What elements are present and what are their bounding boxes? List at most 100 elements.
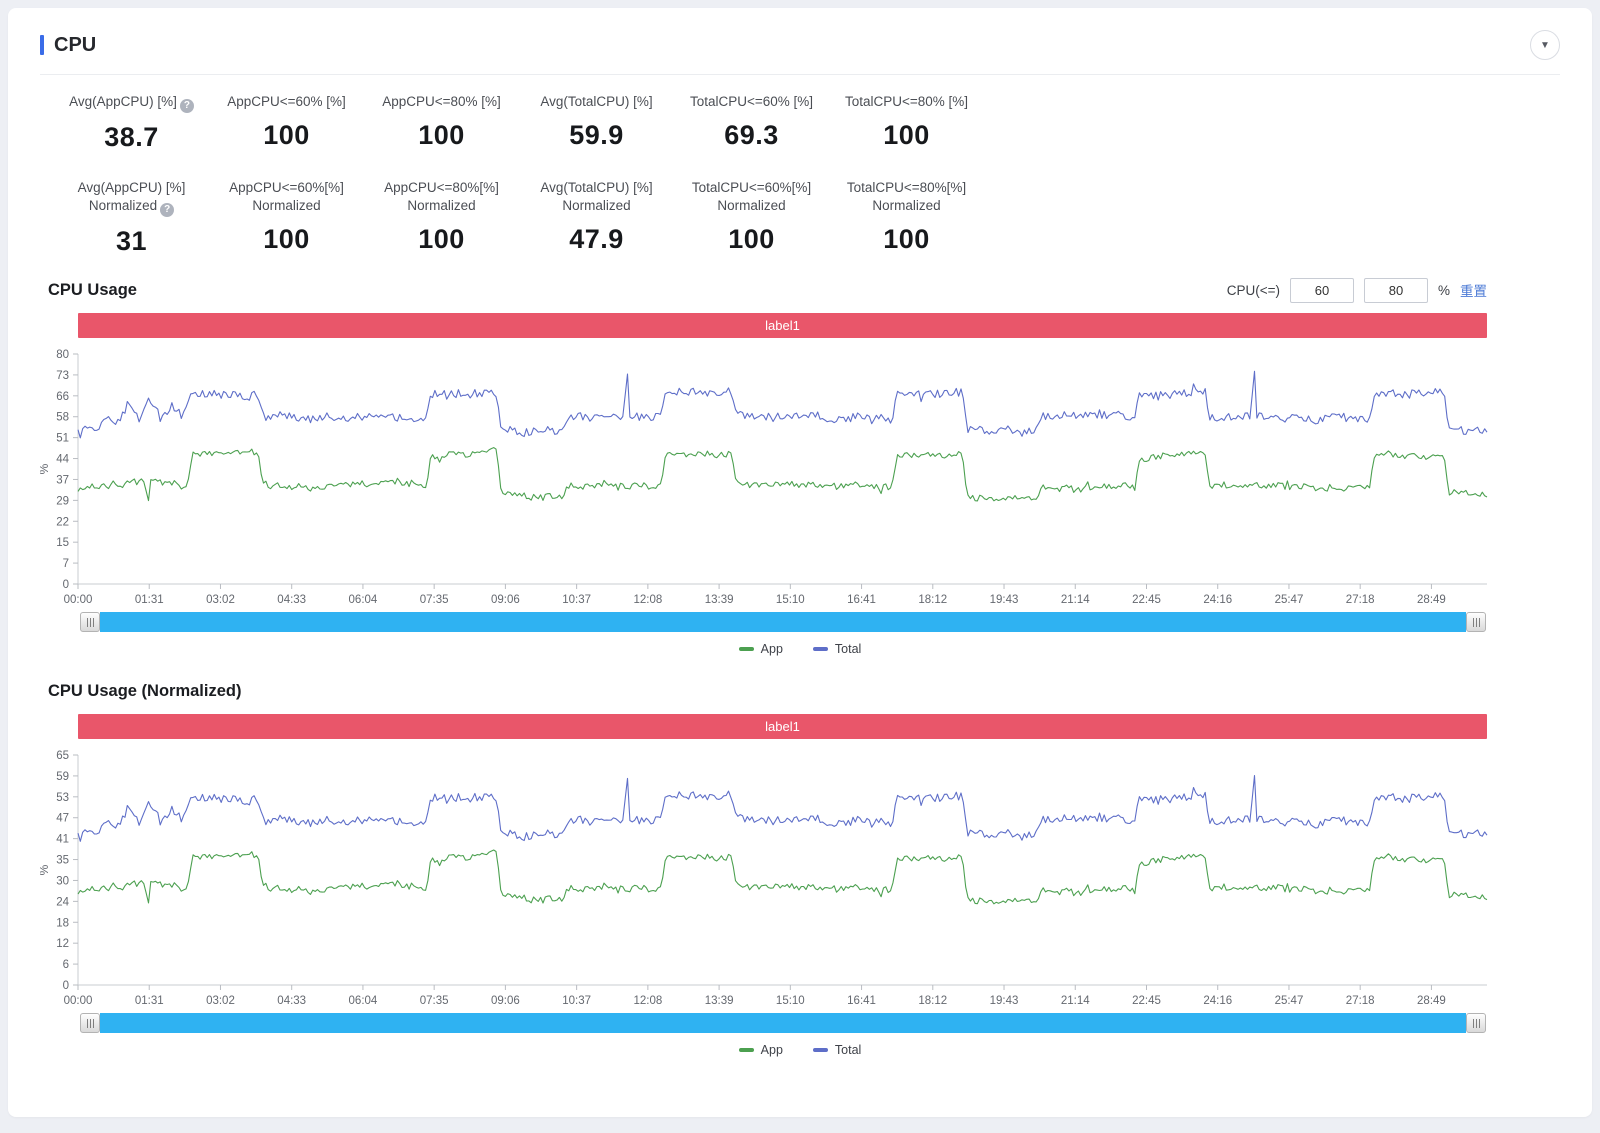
chart1-label-banner: label1: [78, 313, 1487, 338]
x-tick-label: 28:49: [1417, 995, 1446, 1007]
stat-value: 100: [883, 224, 930, 254]
chart2-label-banner: label1: [78, 714, 1487, 739]
y-tick-label: 58: [56, 412, 69, 424]
y-tick-label: 47: [56, 813, 69, 825]
x-tick-label: 12:08: [633, 995, 662, 1007]
x-tick-label: 16:41: [847, 594, 876, 606]
panel-title-wrap: CPU: [40, 34, 96, 57]
x-tick-label: 13:39: [705, 594, 734, 606]
scrollbar-track[interactable]: [100, 612, 1466, 632]
stat-value: 100: [418, 224, 465, 254]
x-tick-label: 24:16: [1203, 594, 1232, 606]
x-tick-label: 27:18: [1346, 995, 1375, 1007]
x-tick-label: 21:14: [1061, 995, 1090, 1007]
stat-value: 100: [883, 120, 930, 150]
y-tick-label: 80: [56, 349, 69, 361]
page-title: CPU: [54, 33, 97, 56]
x-tick-label: 09:06: [491, 594, 520, 606]
stat-label: AppCPU<=60% [%]: [227, 94, 346, 109]
legend-item-total[interactable]: Total: [812, 642, 862, 656]
x-tick-label: 10:37: [562, 594, 591, 606]
stat-label: TotalCPU<=80%[%] Normalized: [846, 180, 967, 213]
stat-item: Avg(TotalCPU) [%] Normalized 47.9: [519, 179, 674, 257]
chart2-title: CPU Usage (Normalized): [48, 681, 242, 700]
scrollbar-right-handle[interactable]: [1466, 612, 1486, 632]
scrollbar-left-handle[interactable]: [80, 612, 100, 632]
filter-label: CPU(<=): [1226, 282, 1280, 298]
stat-label: Avg(TotalCPU) [%]: [540, 94, 653, 109]
x-tick-label: 25:47: [1275, 594, 1304, 606]
legend-label: Total: [834, 642, 862, 656]
legend-item-app[interactable]: App: [738, 1043, 783, 1057]
stat-item: AppCPU<=80% [%] 100: [364, 93, 519, 153]
y-tick-label: 7: [63, 558, 69, 570]
threshold-input-high[interactable]: [1363, 277, 1428, 303]
series-line-total: [77, 774, 1488, 842]
title-accent-bar: [40, 35, 44, 55]
x-tick-label: 22:45: [1132, 995, 1161, 1007]
legend-item-total[interactable]: Total: [812, 1043, 862, 1057]
stat-value: 38.7: [104, 122, 159, 152]
stat-item: AppCPU<=80%[%] Normalized 100: [364, 179, 519, 257]
stat-label: TotalCPU<=60%[%] Normalized: [691, 180, 812, 213]
x-tick-label: 16:41: [847, 995, 876, 1007]
filter-unit: %: [1437, 282, 1450, 298]
chart1-zoom-scrollbar: [80, 612, 1486, 632]
stat-item: TotalCPU<=80%[%] Normalized 100: [829, 179, 984, 257]
x-tick-label: 25:47: [1275, 995, 1304, 1007]
x-tick-label: 01:31: [135, 995, 164, 1007]
x-tick-label: 03:02: [206, 995, 235, 1007]
chart1-legend: App Total: [40, 640, 1560, 658]
threshold-input-low[interactable]: [1289, 277, 1354, 303]
legend-item-app[interactable]: App: [738, 642, 783, 656]
y-tick-label: 0: [63, 579, 69, 591]
scrollbar-left-handle[interactable]: [80, 1013, 100, 1033]
stat-label: AppCPU<=80%[%] Normalized: [384, 180, 499, 213]
y-tick-label: 59: [56, 771, 69, 783]
legend-label: App: [760, 1043, 783, 1057]
chart2-zoom-scrollbar: [80, 1013, 1486, 1033]
x-tick-label: 06:04: [349, 995, 378, 1007]
chart2-legend: App Total: [40, 1041, 1560, 1059]
stat-value: 59.9: [569, 120, 624, 150]
y-tick-label: 37: [56, 474, 69, 486]
x-tick-label: 03:02: [206, 594, 235, 606]
x-tick-label: 07:35: [420, 995, 449, 1007]
stat-value: 47.9: [569, 224, 624, 254]
help-icon[interactable]: ?: [160, 203, 175, 217]
stat-label: Avg(TotalCPU) [%] Normalized: [540, 180, 653, 213]
stat-item: AppCPU<=60%[%] Normalized 100: [209, 179, 364, 257]
y-tick-label: 29: [56, 495, 69, 507]
cpu-threshold-filter: CPU(<=) % 重置: [1226, 277, 1487, 303]
stat-value: 100: [263, 120, 310, 150]
x-tick-label: 24:16: [1203, 995, 1232, 1007]
series-line-app: [77, 447, 1488, 502]
series-line-app: [77, 849, 1488, 905]
legend-label: Total: [834, 1043, 862, 1057]
x-tick-label: 19:43: [990, 594, 1019, 606]
legend-swatch: [812, 647, 828, 651]
chart1-section-head: CPU Usage CPU(<=) % 重置: [40, 275, 1560, 305]
reset-link[interactable]: 重置: [1460, 284, 1487, 299]
y-axis-label: %: [40, 463, 51, 474]
stat-value: 31: [115, 226, 148, 256]
cpu-usage-normalized-chart: % 65 59 53 47 41 35 30 24 18 12 6 0 00:00 01:31 03:02 04…: [40, 750, 1488, 1007]
stat-item: TotalCPU<=80% [%] 100: [829, 93, 984, 153]
stat-value: 100: [263, 224, 310, 254]
y-tick-label: 35: [56, 855, 69, 867]
y-tick-label: 6: [63, 959, 69, 971]
stat-label: AppCPU<=80% [%]: [382, 94, 501, 109]
cpu-usage-chart: % 80 73 66 58 51 44 37 29 22 15 7 0 00:00 01:31 03:02 04…: [40, 349, 1488, 606]
y-axis-label: %: [40, 864, 51, 875]
scrollbar-right-handle[interactable]: [1466, 1013, 1486, 1033]
collapse-button[interactable]: ▼: [1530, 30, 1560, 60]
x-tick-label: 04:33: [277, 594, 306, 606]
stats-row-normalized: Avg(AppCPU) [%] Normalized? 31 AppCPU<=60%[…: [54, 179, 1560, 257]
x-tick-label: 18:12: [918, 995, 947, 1007]
scrollbar-track[interactable]: [100, 1013, 1466, 1033]
y-tick-label: 65: [56, 750, 69, 762]
legend-swatch: [812, 1048, 828, 1052]
help-icon[interactable]: ?: [179, 99, 194, 113]
x-tick-label: 04:33: [277, 995, 306, 1007]
y-tick-label: 51: [56, 433, 69, 445]
